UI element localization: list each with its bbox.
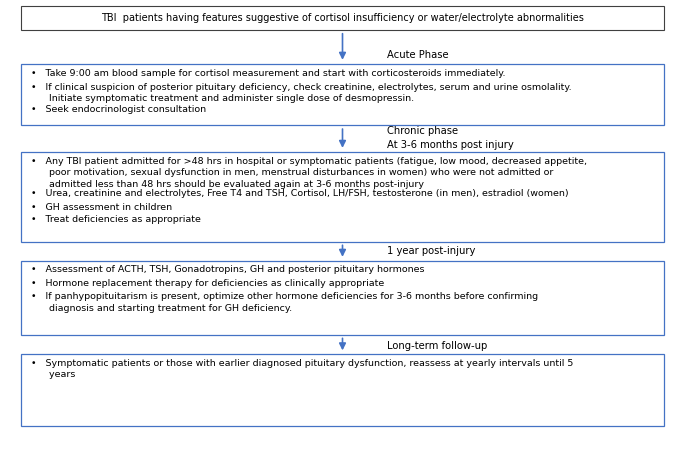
FancyBboxPatch shape <box>21 6 664 30</box>
Text: 1 year post-injury: 1 year post-injury <box>387 246 475 256</box>
FancyBboxPatch shape <box>21 152 664 242</box>
Text: •   If panhypopituitarism is present, optimize other hormone deficiencies for 3-: • If panhypopituitarism is present, opti… <box>31 292 538 313</box>
Text: •   Any TBI patient admitted for >48 hrs in hospital or symptomatic patients (fa: • Any TBI patient admitted for >48 hrs i… <box>31 157 587 188</box>
Text: •   Seek endocrinologist consultation: • Seek endocrinologist consultation <box>31 105 206 114</box>
Text: •   Treat deficiencies as appropriate: • Treat deficiencies as appropriate <box>31 215 201 224</box>
Text: •   Assessment of ACTH, TSH, Gonadotropins, GH and posterior pituitary hormones: • Assessment of ACTH, TSH, Gonadotropins… <box>31 265 424 274</box>
Text: •   Take 9:00 am blood sample for cortisol measurement and start with corticoste: • Take 9:00 am blood sample for cortisol… <box>31 69 506 78</box>
Text: Acute Phase: Acute Phase <box>387 50 449 60</box>
Text: •   Urea, creatinine and electrolytes, Free T4 and TSH, Cortisol, LH/FSH, testos: • Urea, creatinine and electrolytes, Fre… <box>31 189 569 198</box>
Text: Chronic phase
At 3-6 months post injury: Chronic phase At 3-6 months post injury <box>387 127 514 150</box>
Text: •   Symptomatic patients or those with earlier diagnosed pituitary dysfunction, : • Symptomatic patients or those with ear… <box>31 359 573 379</box>
Text: •   Hormone replacement therapy for deficiencies as clinically appropriate: • Hormone replacement therapy for defici… <box>31 279 384 288</box>
Text: •   If clinical suspicion of posterior pituitary deficiency, check creatinine, e: • If clinical suspicion of posterior pit… <box>31 83 571 103</box>
Text: •   GH assessment in children: • GH assessment in children <box>31 203 172 212</box>
FancyBboxPatch shape <box>21 261 664 335</box>
Text: Long-term follow-up: Long-term follow-up <box>387 341 487 351</box>
FancyBboxPatch shape <box>21 354 664 426</box>
FancyBboxPatch shape <box>21 64 664 125</box>
Text: TBI  patients having features suggestive of cortisol insufficiency or water/elec: TBI patients having features suggestive … <box>101 13 584 23</box>
